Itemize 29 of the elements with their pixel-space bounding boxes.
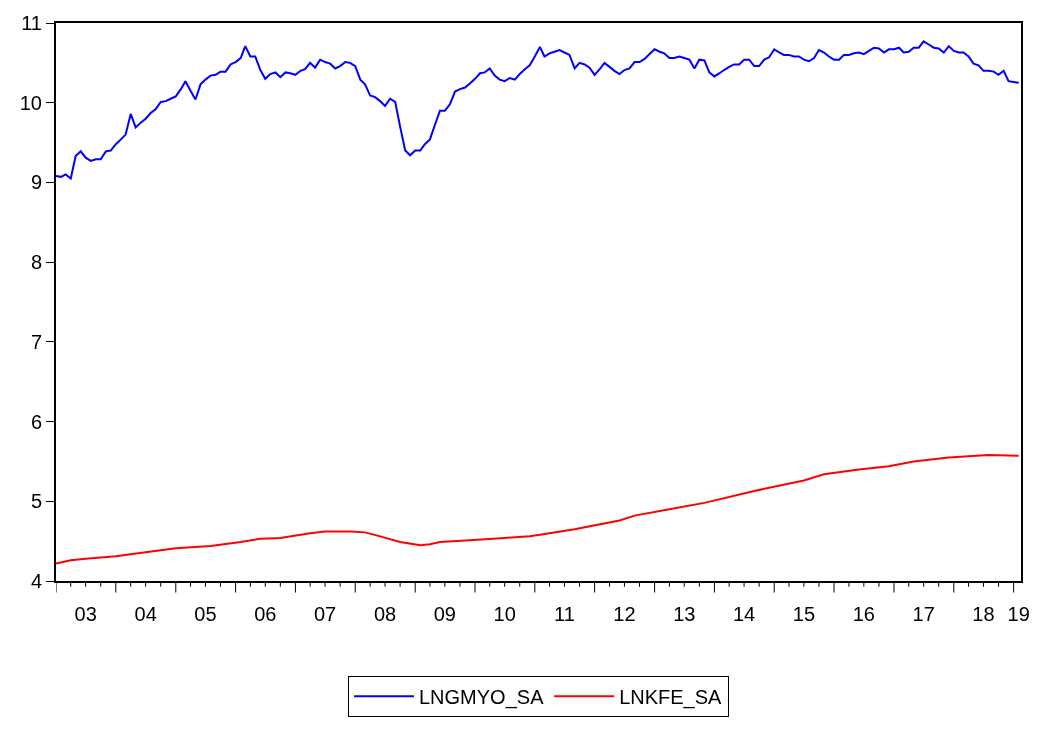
- line-series: [56, 454, 1020, 565]
- x-tick-label: 05: [194, 603, 217, 625]
- x-tick-label: 06: [254, 603, 277, 625]
- x-tick-label: 04: [134, 603, 157, 625]
- y-tick-label: 4: [30, 570, 42, 592]
- y-tick-label: 5: [30, 490, 42, 513]
- x-tick-label: 11: [554, 603, 575, 625]
- y-tick-label: 6: [30, 410, 42, 433]
- y-tick-label: 11: [21, 12, 42, 34]
- x-tick-label: 16: [852, 603, 875, 625]
- x-tick-label: 03: [74, 603, 97, 625]
- y-tick-label: 7: [30, 330, 42, 353]
- x-tick-label: 18: [972, 603, 995, 625]
- x-tick-label: 17: [912, 603, 935, 625]
- legend-label: LNKFE_SA: [619, 686, 723, 710]
- y-tick-label: 8: [30, 251, 42, 274]
- x-tick-label: 10: [493, 603, 516, 625]
- x-tick-label: 15: [792, 603, 816, 625]
- x-tick-label: 08: [373, 603, 397, 625]
- x-tick-label: 13: [673, 603, 696, 625]
- legend-label: LNGMYO_SA: [419, 686, 545, 710]
- x-tick-label: 09: [433, 603, 456, 625]
- y-tick-label: 10: [19, 91, 42, 114]
- x-tick-label: 19: [1007, 603, 1030, 625]
- x-tick-label: 12: [613, 603, 636, 625]
- y-tick-label: 9: [30, 171, 42, 194]
- x-tick-label: 14: [732, 603, 756, 625]
- x-tick-label: 07: [313, 603, 337, 625]
- line-series: [56, 40, 1020, 180]
